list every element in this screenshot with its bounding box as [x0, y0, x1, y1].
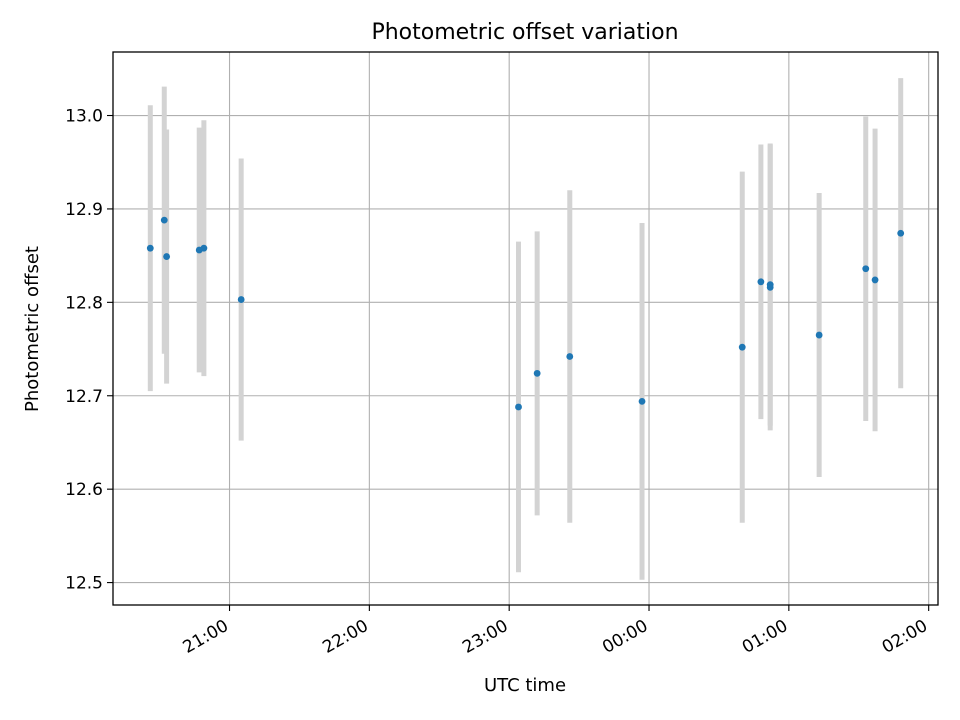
chart-title: Photometric offset variation [371, 20, 678, 45]
data-point [757, 278, 765, 286]
data-point [897, 229, 905, 237]
x-axis-label: UTC time [484, 675, 566, 696]
data-point [815, 331, 823, 339]
y-axis-ticks: 12.5 12.6 12.7 12.8 12.9 13.0 [65, 107, 113, 594]
data-point [237, 296, 245, 303]
data-point [163, 253, 171, 260]
y-tick-label: 12.5 [65, 574, 103, 594]
data-point [515, 403, 522, 411]
y-tick-label: 12.7 [65, 387, 103, 407]
data-point [738, 343, 746, 351]
data-point [160, 216, 168, 224]
data-point [638, 397, 646, 405]
y-tick-label: 12.8 [65, 293, 103, 313]
data-point [533, 369, 541, 377]
data-point [766, 281, 774, 288]
data-point [146, 244, 154, 252]
data-point [862, 265, 870, 273]
y-tick-label: 12.9 [65, 200, 103, 220]
data-point [871, 276, 879, 284]
y-axis-label: Photometric offset [22, 246, 43, 412]
y-tick-label: 12.6 [65, 480, 103, 500]
data-points [146, 216, 905, 411]
y-tick-label: 13.0 [65, 107, 103, 127]
data-point [200, 244, 208, 252]
grid [113, 52, 938, 605]
data-point [566, 353, 574, 360]
plot-frame [112, 51, 939, 606]
